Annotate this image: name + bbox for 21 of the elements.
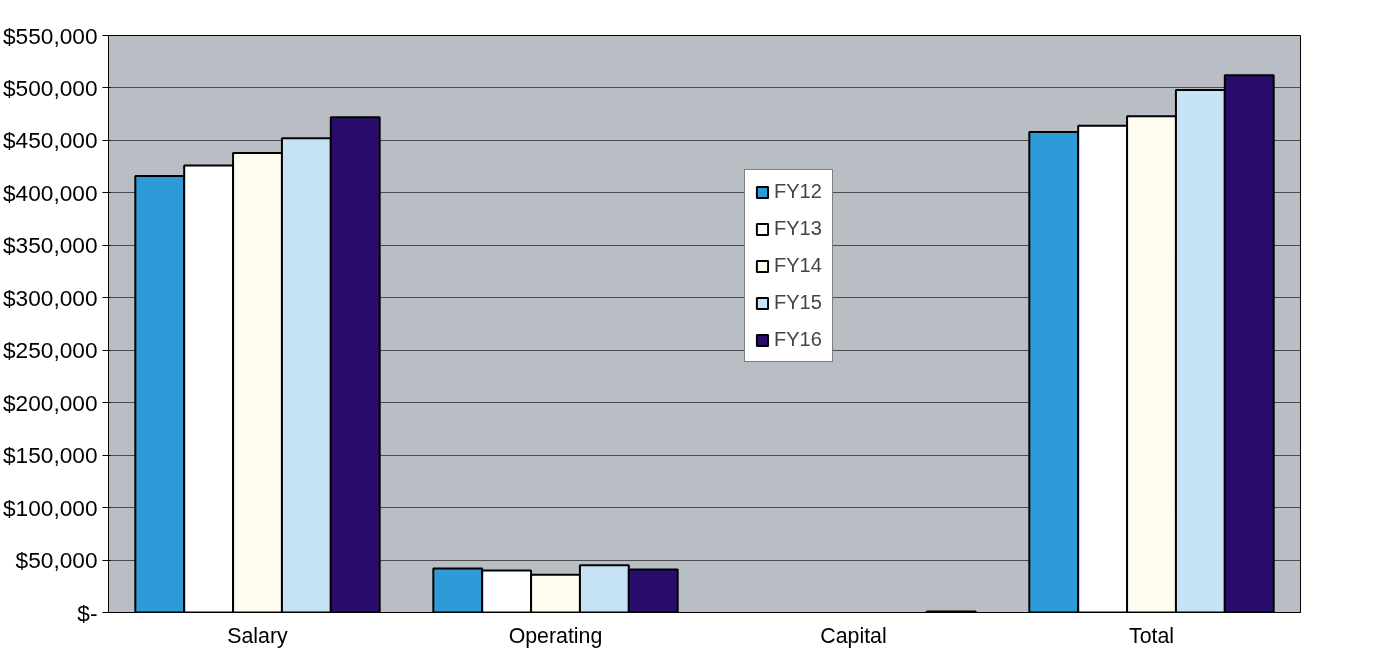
y-tick-label: $150,000 — [3, 442, 98, 469]
x-tick-label: Total — [1128, 623, 1175, 648]
y-tick-label: $550,000 — [3, 22, 98, 49]
y-tick-label: $250,000 — [3, 337, 98, 364]
legend-label: FY12 — [774, 180, 822, 203]
y-tick-label: $450,000 — [3, 127, 98, 154]
y-tick-label: $500,000 — [3, 74, 98, 101]
legend-label: FY16 — [774, 328, 822, 351]
legend-label: FY14 — [774, 254, 822, 277]
y-tick-label: $- — [77, 599, 98, 626]
y-tick-label: $350,000 — [3, 232, 98, 259]
x-tick-label: Salary — [227, 623, 289, 648]
legend-label: FY15 — [774, 291, 822, 314]
x-tick-label: Capital — [820, 623, 887, 648]
y-tick-label: $300,000 — [3, 284, 98, 311]
y-tick-label: $100,000 — [3, 494, 98, 521]
legend-label: FY13 — [774, 217, 822, 240]
y-tick-label: $50,000 — [15, 547, 98, 574]
y-tick-label: $200,000 — [3, 389, 98, 416]
y-tick-label: $400,000 — [3, 179, 98, 206]
x-tick-label: Operating — [508, 623, 603, 648]
